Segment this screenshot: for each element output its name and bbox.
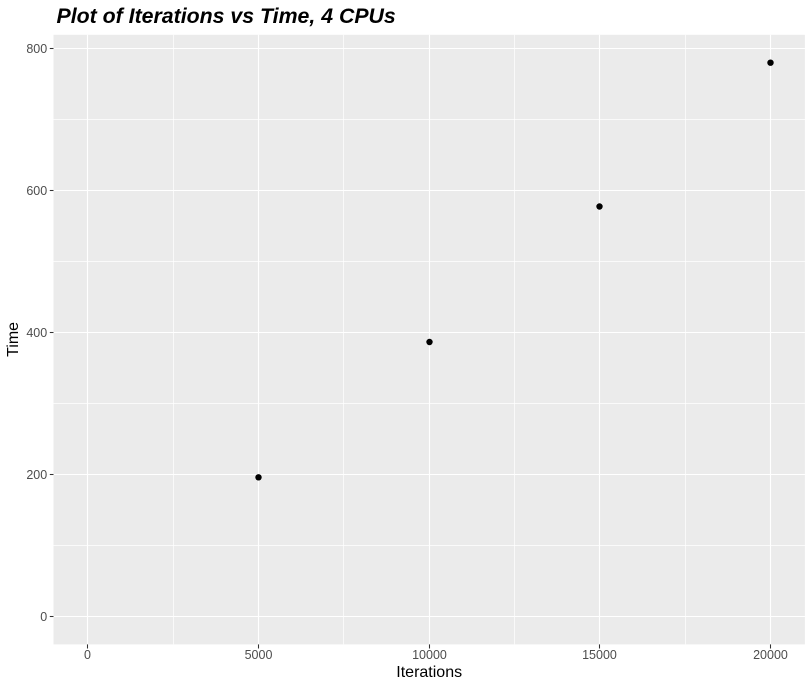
svg-text:0: 0 [40,610,47,624]
svg-text:Time: Time [5,322,22,357]
svg-text:200: 200 [26,468,47,482]
svg-text:15000: 15000 [582,648,617,662]
svg-text:Plot of Iterations vs Time, 4: Plot of Iterations vs Time, 4 CPUs [57,4,396,28]
svg-text:400: 400 [26,326,47,340]
svg-text:800: 800 [26,42,47,56]
svg-text:0: 0 [84,648,91,662]
svg-text:600: 600 [26,184,47,198]
svg-text:Iterations: Iterations [396,664,462,681]
svg-text:5000: 5000 [245,648,273,662]
svg-text:20000: 20000 [753,648,788,662]
svg-text:10000: 10000 [412,648,447,662]
